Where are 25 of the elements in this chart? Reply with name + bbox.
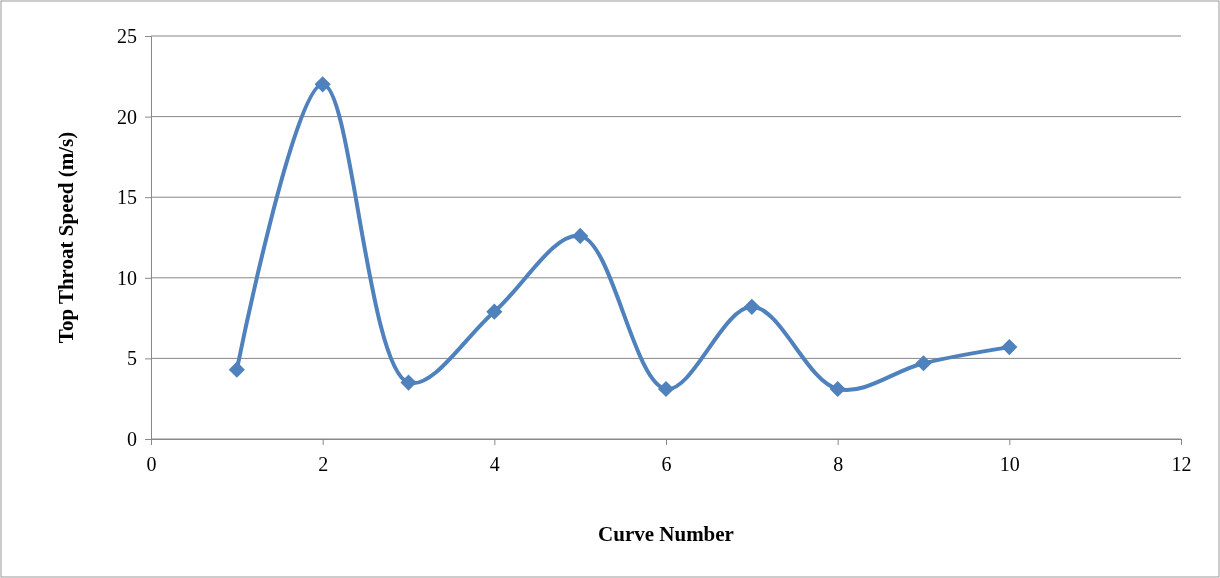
- y-tick-label: 0: [127, 427, 137, 450]
- x-tick-label: 8: [833, 453, 844, 475]
- x-tick-label: 10: [999, 453, 1020, 475]
- y-tick-label: 15: [117, 186, 137, 209]
- point: [228, 361, 245, 378]
- point: [915, 355, 932, 372]
- point: [314, 76, 331, 93]
- y-tick-label: 5: [127, 347, 137, 370]
- y-tick-label: 25: [117, 24, 137, 47]
- y-axis-title: Top Throat Speed (m/s): [54, 131, 78, 344]
- point: [1001, 339, 1018, 356]
- y-tick-label: 10: [117, 266, 137, 289]
- x-tick-label: 2: [318, 453, 329, 475]
- x-tick-label: 4: [489, 453, 500, 475]
- x-tick-label: 12: [1171, 453, 1192, 475]
- x-tick-label: 6: [661, 453, 672, 475]
- y-tick-label: 20: [117, 105, 137, 128]
- point: [400, 374, 417, 391]
- point: [572, 227, 589, 244]
- x-tick-label: 0: [146, 453, 157, 475]
- point: [743, 298, 760, 315]
- point: [486, 303, 503, 320]
- point: [657, 380, 675, 398]
- point: [829, 380, 846, 398]
- x-axis-title: Curve Number: [598, 522, 734, 546]
